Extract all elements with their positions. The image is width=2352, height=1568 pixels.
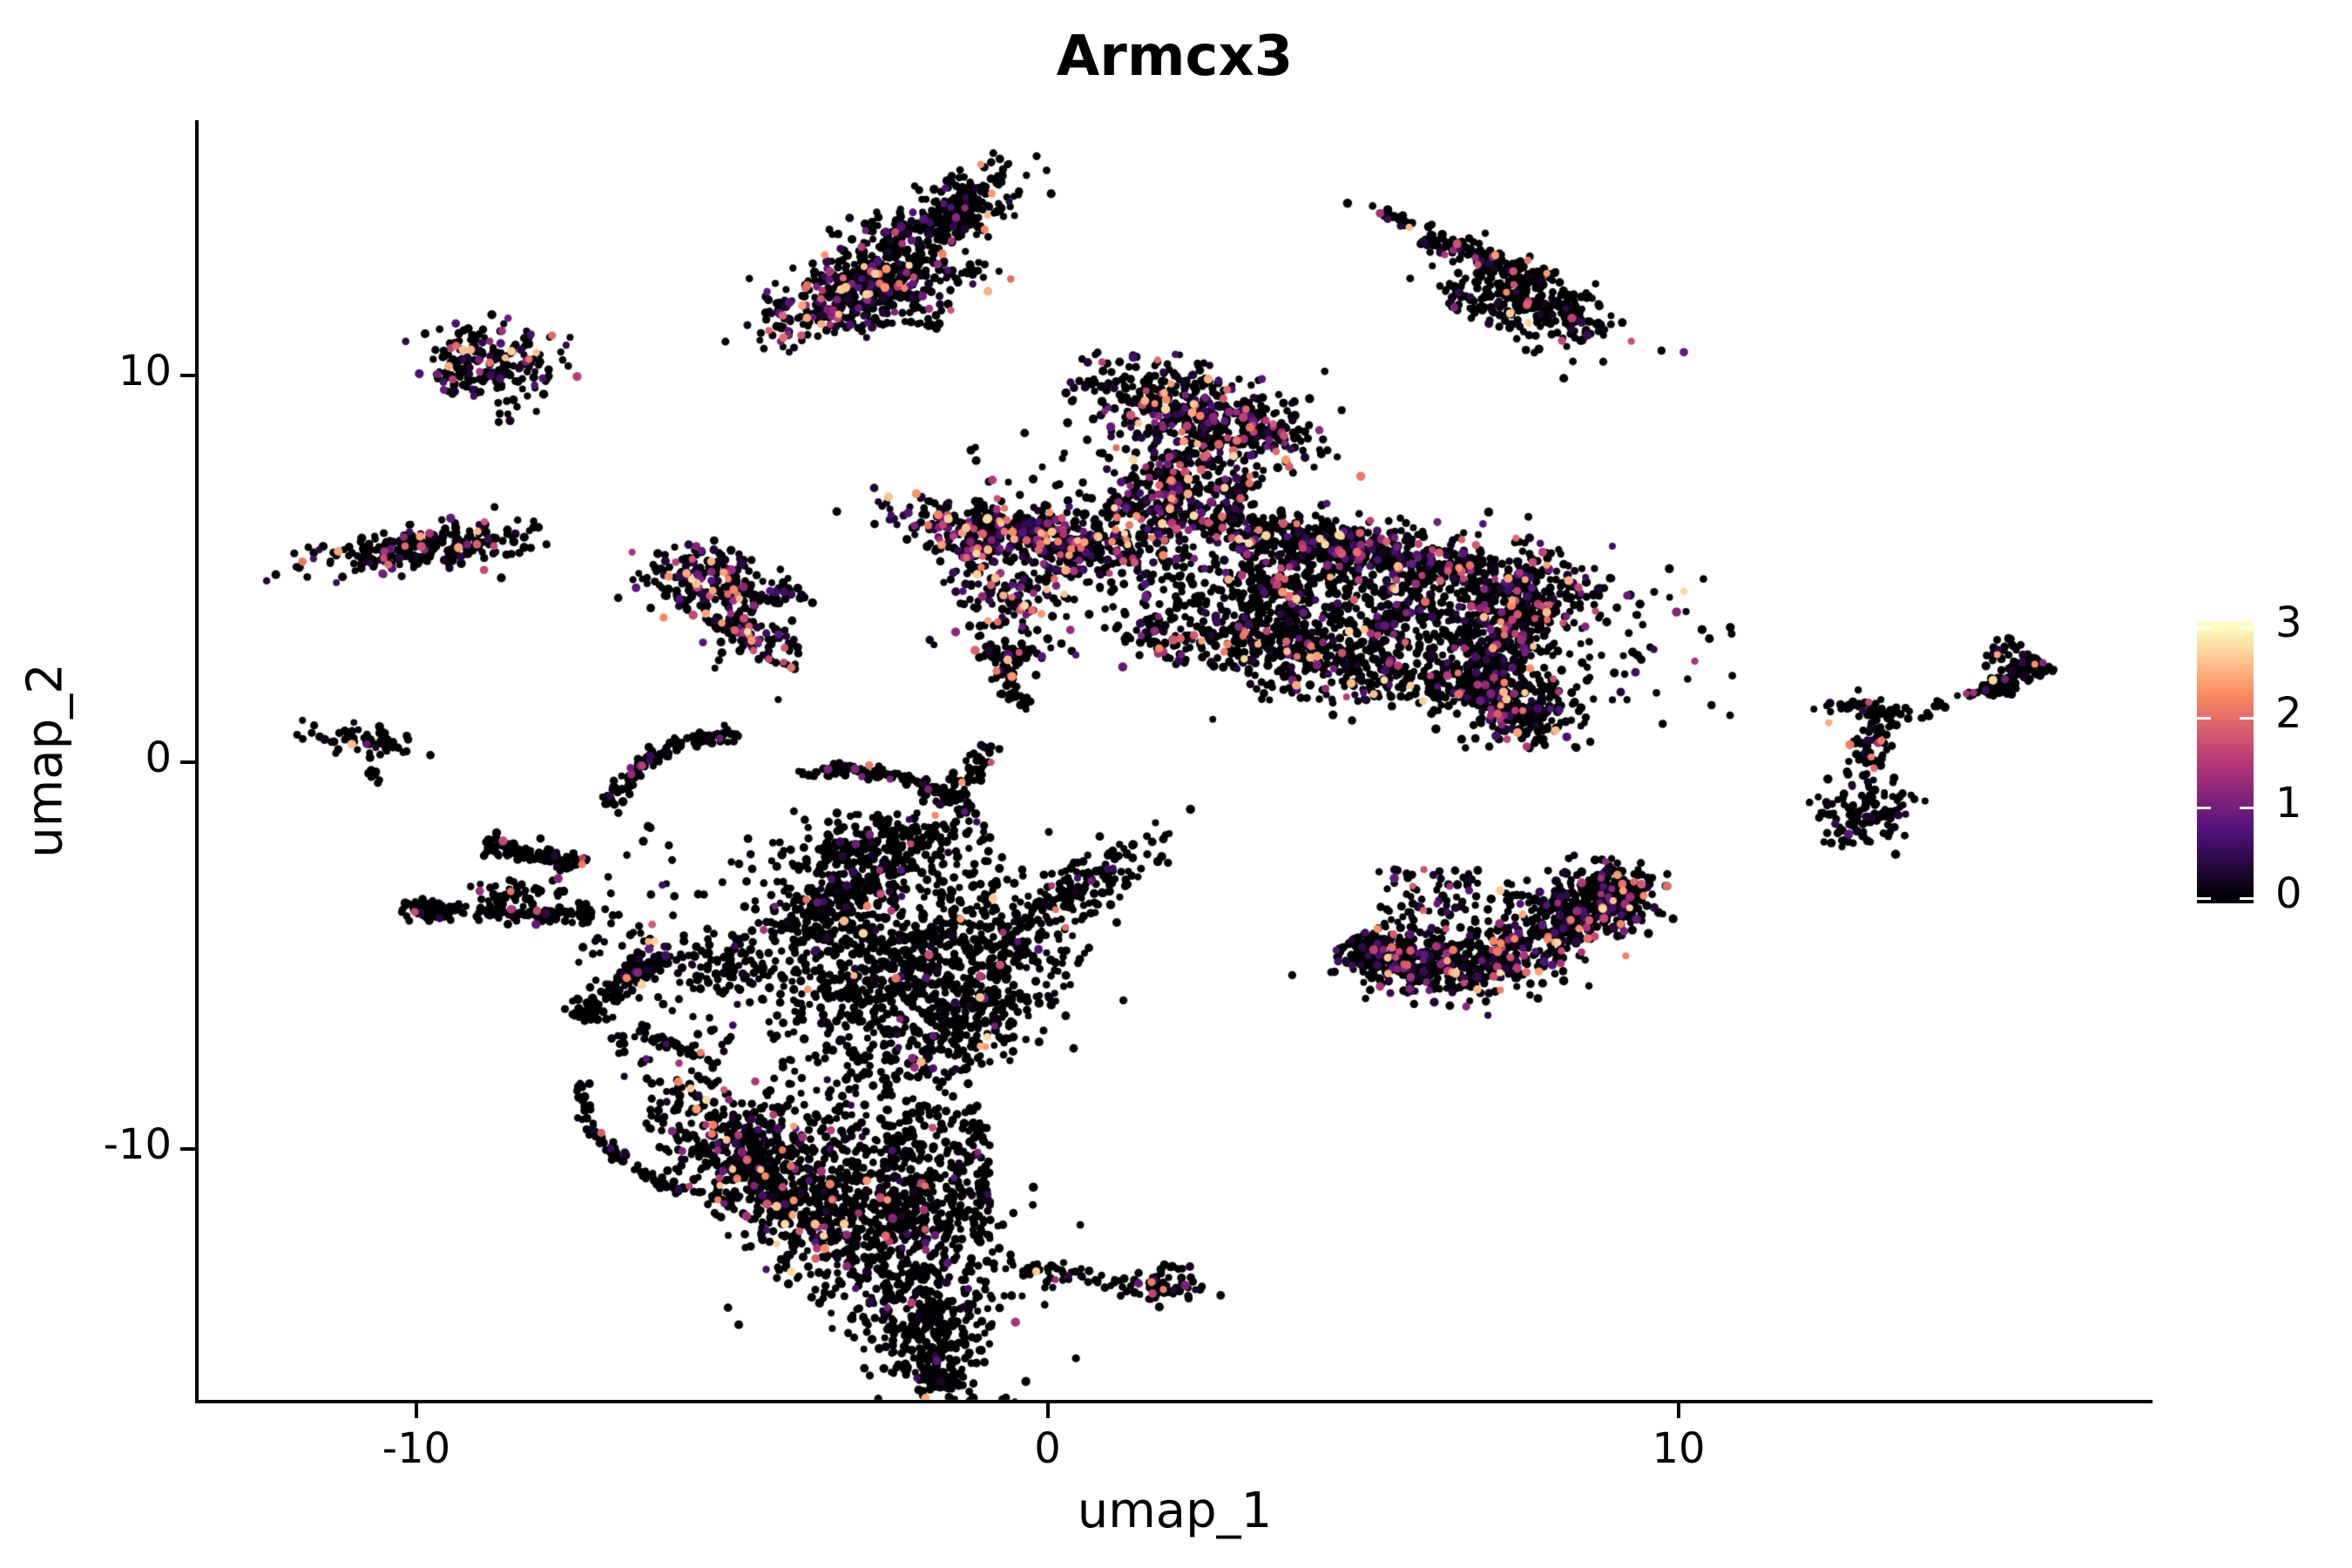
colorbar-tick-mark — [2197, 896, 2211, 900]
x-tick-mark — [1677, 1403, 1681, 1418]
colorbar-tick-mark — [2240, 896, 2254, 900]
x-tick-mark — [1045, 1403, 1050, 1418]
colorbar-tick-mark — [2197, 807, 2211, 810]
colorbar-tick-label: 2 — [2275, 688, 2302, 738]
colorbar-tick-label: 3 — [2275, 598, 2302, 648]
x-axis-label: umap_1 — [1077, 1483, 1273, 1539]
colorbar-tick-mark — [2240, 716, 2254, 720]
x-tick-label: 0 — [1034, 1424, 1061, 1473]
colorbar-tick-label: 1 — [2275, 779, 2302, 828]
colorbar-tick-mark — [2197, 626, 2211, 630]
y-axis-label: umap_2 — [17, 663, 74, 858]
colorbar-tick-mark — [2240, 807, 2254, 810]
x-tick-mark — [414, 1403, 418, 1418]
colorbar-tick-label: 0 — [2275, 868, 2302, 918]
y-tick-mark — [180, 373, 195, 377]
y-tick-label: 10 — [118, 346, 172, 395]
plot-title: Armcx3 — [1056, 24, 1294, 89]
x-axis-line — [195, 1400, 2153, 1403]
y-axis-line — [195, 120, 199, 1403]
x-tick-label: -10 — [382, 1424, 451, 1473]
y-tick-label: -10 — [103, 1119, 172, 1169]
y-tick-label: 0 — [145, 733, 172, 782]
y-tick-mark — [180, 760, 195, 764]
y-tick-mark — [180, 1146, 195, 1151]
colorbar-tick-mark — [2197, 716, 2211, 720]
x-tick-label: 10 — [1652, 1424, 1706, 1473]
colorbar-gradient — [2197, 621, 2254, 903]
colorbar-tick-mark — [2240, 626, 2254, 630]
